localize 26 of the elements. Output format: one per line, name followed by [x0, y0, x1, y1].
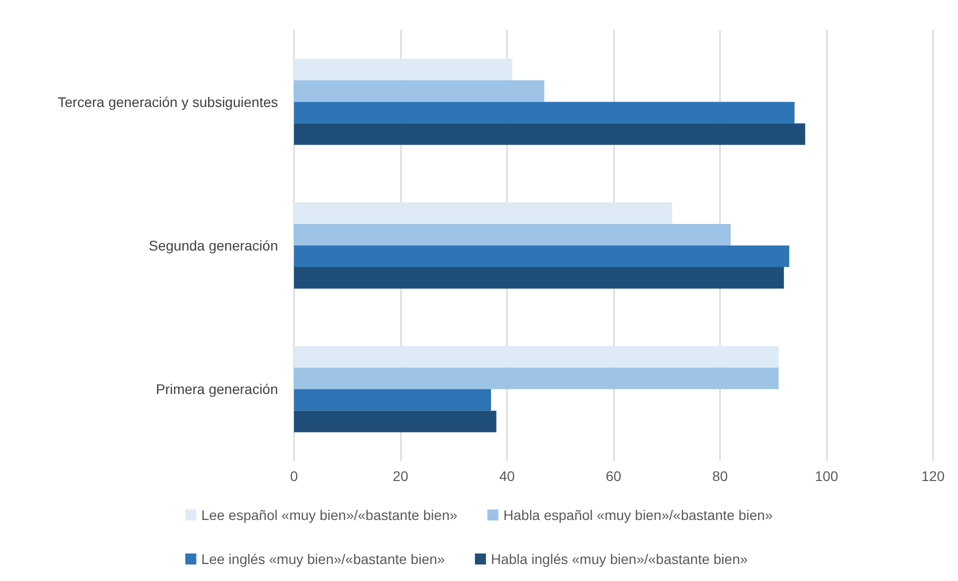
x-tick-label: 20: [392, 468, 408, 484]
x-tick-label: 0: [290, 468, 298, 484]
bar: [294, 346, 779, 368]
legend-label: Lee inglés «muy bien»/«bastante bien»: [201, 551, 446, 567]
x-tick-label: 100: [814, 468, 838, 484]
bar: [294, 246, 790, 268]
x-tick-label: 80: [712, 468, 728, 484]
bar: [294, 267, 784, 289]
bar: [294, 224, 731, 246]
y-tick-label: Segunda generación: [148, 238, 278, 254]
bar: [294, 389, 492, 411]
legend-label: Lee español «muy bien»/«bastante bien»: [201, 507, 458, 523]
bar: [294, 410, 496, 432]
x-tick-label: 40: [499, 468, 515, 484]
legend-label: Habla inglés «muy bien»/«bastante bien»: [490, 551, 748, 567]
x-tick-label: 60: [606, 468, 622, 484]
legend-label: Habla español «muy bien»/«bastante bien»: [503, 507, 773, 523]
bar: [294, 80, 544, 102]
bar: [294, 58, 512, 80]
bar: [294, 202, 672, 224]
bar: [294, 123, 806, 145]
bar: [294, 368, 779, 390]
y-tick-label: Primera generación: [156, 381, 278, 398]
x-tick-label: 120: [921, 468, 945, 484]
bar: [294, 102, 795, 124]
y-tick-label: Tercera generación y subsiguientes: [58, 94, 278, 110]
